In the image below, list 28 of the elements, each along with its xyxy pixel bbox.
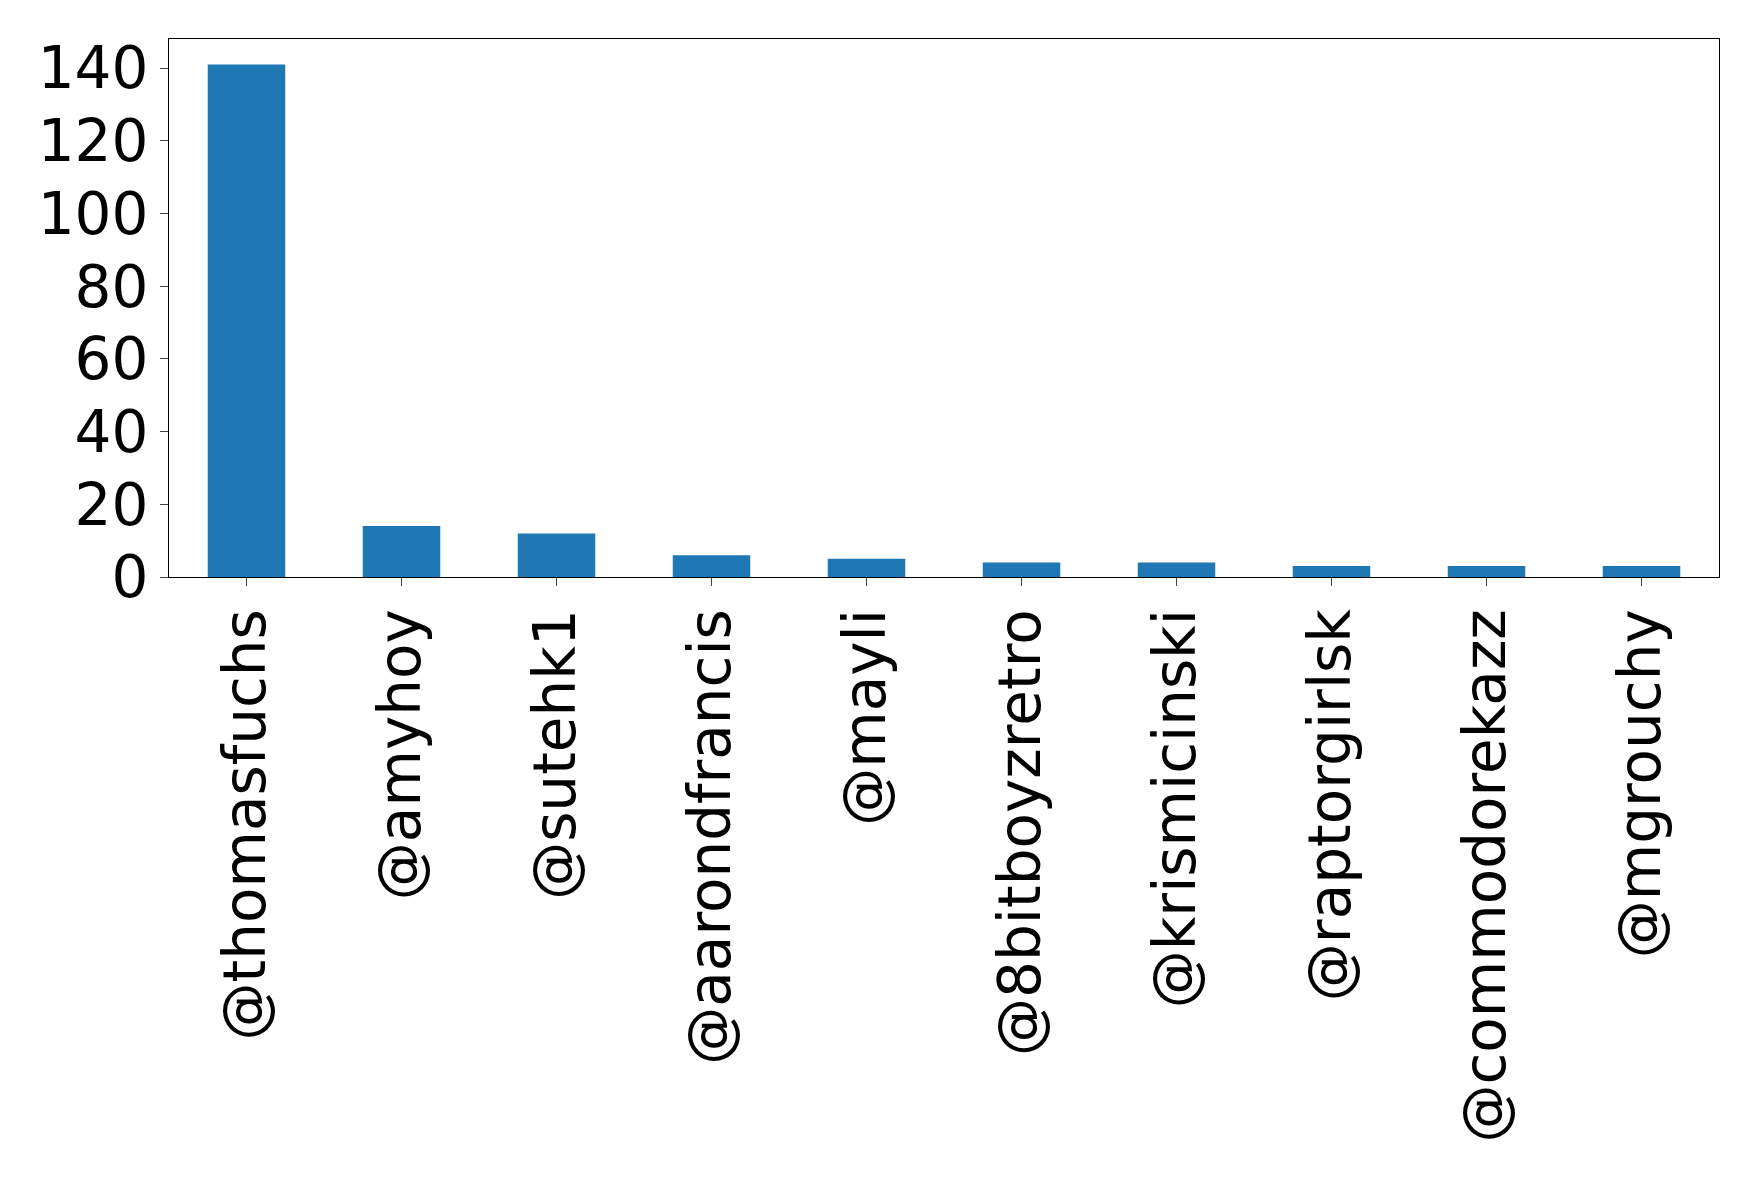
y-tick-label: 140 — [37, 34, 149, 103]
bar — [517, 533, 596, 577]
bar — [1447, 566, 1526, 577]
bar — [362, 526, 441, 577]
x-tick-label: @mgrouchy — [1606, 609, 1675, 959]
x-tick-label: @8bitboyzretro — [986, 609, 1055, 1056]
bar — [827, 558, 906, 577]
y-tick-label: 60 — [74, 325, 149, 394]
y-tick-label: 100 — [37, 179, 149, 248]
bar — [1137, 562, 1216, 577]
y-tick-label: 80 — [74, 252, 149, 321]
bar — [207, 64, 286, 577]
bar — [672, 555, 751, 577]
x-tick-label: @krismicinski — [1141, 609, 1210, 1009]
bar — [1292, 566, 1371, 577]
x-tick-label: @aarondfrancis — [676, 609, 745, 1065]
y-tick-label: 20 — [74, 470, 149, 539]
x-tick-label: @mayli — [831, 609, 900, 826]
y-tick-label: 40 — [74, 397, 149, 466]
x-tick-label: @amyhoy — [366, 609, 435, 901]
bar — [1602, 566, 1681, 577]
x-tick-label: @thomasfuchs — [211, 609, 280, 1041]
y-tick-label: 120 — [37, 107, 149, 176]
bar — [982, 562, 1061, 577]
x-tick-label: @sutehk1 — [521, 609, 590, 900]
x-tick-label: @raptorgirlsk — [1296, 608, 1365, 1002]
y-tick-label: 0 — [111, 543, 149, 612]
x-tick-label: @commodorekazz — [1451, 609, 1520, 1143]
